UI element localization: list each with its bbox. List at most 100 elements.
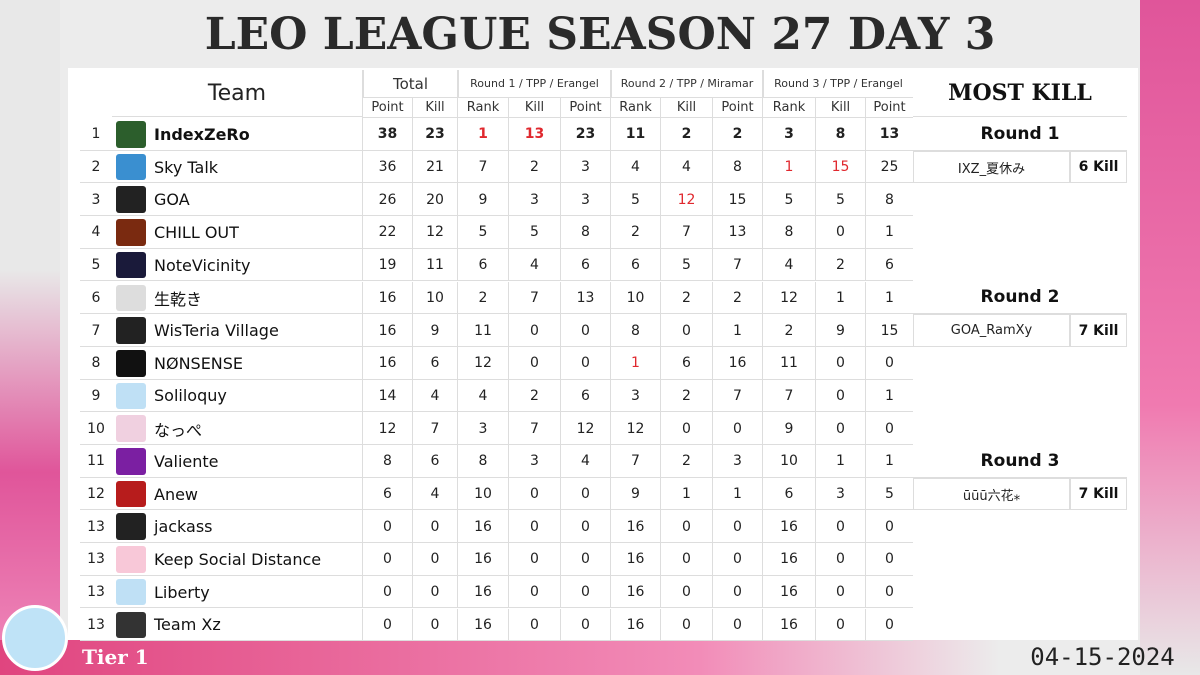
cell: 0 (412, 608, 457, 642)
cell: 0 (815, 543, 865, 576)
cell: 11 (762, 346, 815, 380)
cell: 0 (712, 510, 762, 544)
cell: 6 (457, 248, 508, 282)
team-name: jackass (154, 517, 213, 537)
cell: 3 (762, 118, 815, 151)
row-bg (80, 380, 913, 413)
team-logo (116, 480, 146, 508)
cell: 15 (865, 314, 913, 347)
row-bg (80, 609, 913, 642)
cell: 11 (412, 248, 457, 282)
cell: 12 (362, 412, 412, 445)
date: 04-15-2024 (1030, 643, 1175, 671)
team-logo (116, 448, 146, 475)
sub-header: Rank (762, 97, 815, 118)
league-logo (2, 605, 68, 671)
cell: 38 (362, 118, 412, 151)
group-header: Round 1 / TPP / Erangel (457, 70, 610, 97)
cell: 0 (660, 575, 712, 609)
cell: 8 (362, 445, 412, 478)
cell: 11 (610, 118, 660, 151)
team-logo (116, 415, 146, 442)
cell: 1 (762, 150, 815, 184)
place: 4 (91, 224, 101, 241)
cell: 0 (560, 477, 610, 511)
round-label: Round 3 (913, 445, 1127, 478)
sub-header: Kill (660, 97, 712, 118)
cell: 8 (815, 118, 865, 151)
cell: 0 (560, 510, 610, 544)
cell: 25 (865, 150, 913, 184)
cell: 16 (362, 314, 412, 347)
cell: 7 (412, 412, 457, 445)
cell: 0 (508, 510, 560, 544)
cell: 0 (560, 543, 610, 576)
sub-header: Kill (815, 97, 865, 118)
cell: 0 (508, 608, 560, 642)
cell: 9 (610, 477, 660, 511)
team-name: NoteVicinity (154, 255, 251, 275)
team-logo (116, 611, 146, 639)
team-name: IndexZeRo (154, 124, 250, 144)
cell: 0 (815, 510, 865, 544)
cell: 4 (412, 379, 457, 413)
team-name: Sky Talk (154, 157, 219, 177)
cell: 0 (508, 575, 560, 609)
place: 13 (87, 551, 105, 568)
cell: 0 (560, 575, 610, 609)
cell: 2 (610, 216, 660, 249)
cell: 9 (412, 314, 457, 347)
cell: 5 (508, 216, 560, 249)
team-logo (116, 546, 146, 573)
place: 2 (91, 159, 101, 176)
team-logo (116, 349, 146, 377)
cell: 9 (815, 314, 865, 347)
kill-count: 6 Kill (1070, 150, 1127, 184)
cell: 14 (362, 379, 412, 413)
cell: 3 (508, 445, 560, 478)
cell: 0 (865, 412, 913, 445)
cell: 2 (508, 150, 560, 184)
cell: 0 (865, 510, 913, 544)
round-label: Round 2 (913, 282, 1127, 315)
cell: 2 (660, 118, 712, 151)
cell: 0 (660, 412, 712, 445)
cell: 4 (508, 248, 560, 282)
cell: 0 (815, 608, 865, 642)
cell: 0 (815, 575, 865, 609)
cell: 16 (362, 281, 412, 315)
cell: 6 (412, 346, 457, 380)
team-logo (116, 382, 146, 410)
cell: 5 (610, 183, 660, 217)
cell: 0 (412, 543, 457, 576)
cell: 11 (457, 314, 508, 347)
cell: 12 (610, 412, 660, 445)
team-logo (116, 251, 146, 279)
cell: 3 (712, 445, 762, 478)
kill-count: 7 Kill (1070, 314, 1127, 347)
cell: 12 (762, 281, 815, 315)
cell: 4 (457, 379, 508, 413)
cell: 7 (508, 412, 560, 445)
sub-header: Point (560, 97, 610, 118)
cell: 4 (560, 445, 610, 478)
cell: 16 (457, 575, 508, 609)
team-name: WisTeria Village (154, 321, 279, 341)
cell: 0 (865, 543, 913, 576)
cell: 1 (610, 346, 660, 380)
cell: 0 (508, 314, 560, 347)
cell: 6 (362, 477, 412, 511)
cell: 3 (610, 379, 660, 413)
cell: 0 (412, 575, 457, 609)
cell: 1 (865, 216, 913, 249)
cell: 0 (865, 346, 913, 380)
cell: 1 (815, 445, 865, 478)
cell: 0 (712, 608, 762, 642)
cell: 0 (660, 314, 712, 347)
cell: 4 (610, 150, 660, 184)
row-bg (80, 347, 913, 380)
cell: 7 (457, 150, 508, 184)
cell: 10 (412, 281, 457, 315)
row-bg (80, 478, 913, 511)
cell: 3 (560, 150, 610, 184)
